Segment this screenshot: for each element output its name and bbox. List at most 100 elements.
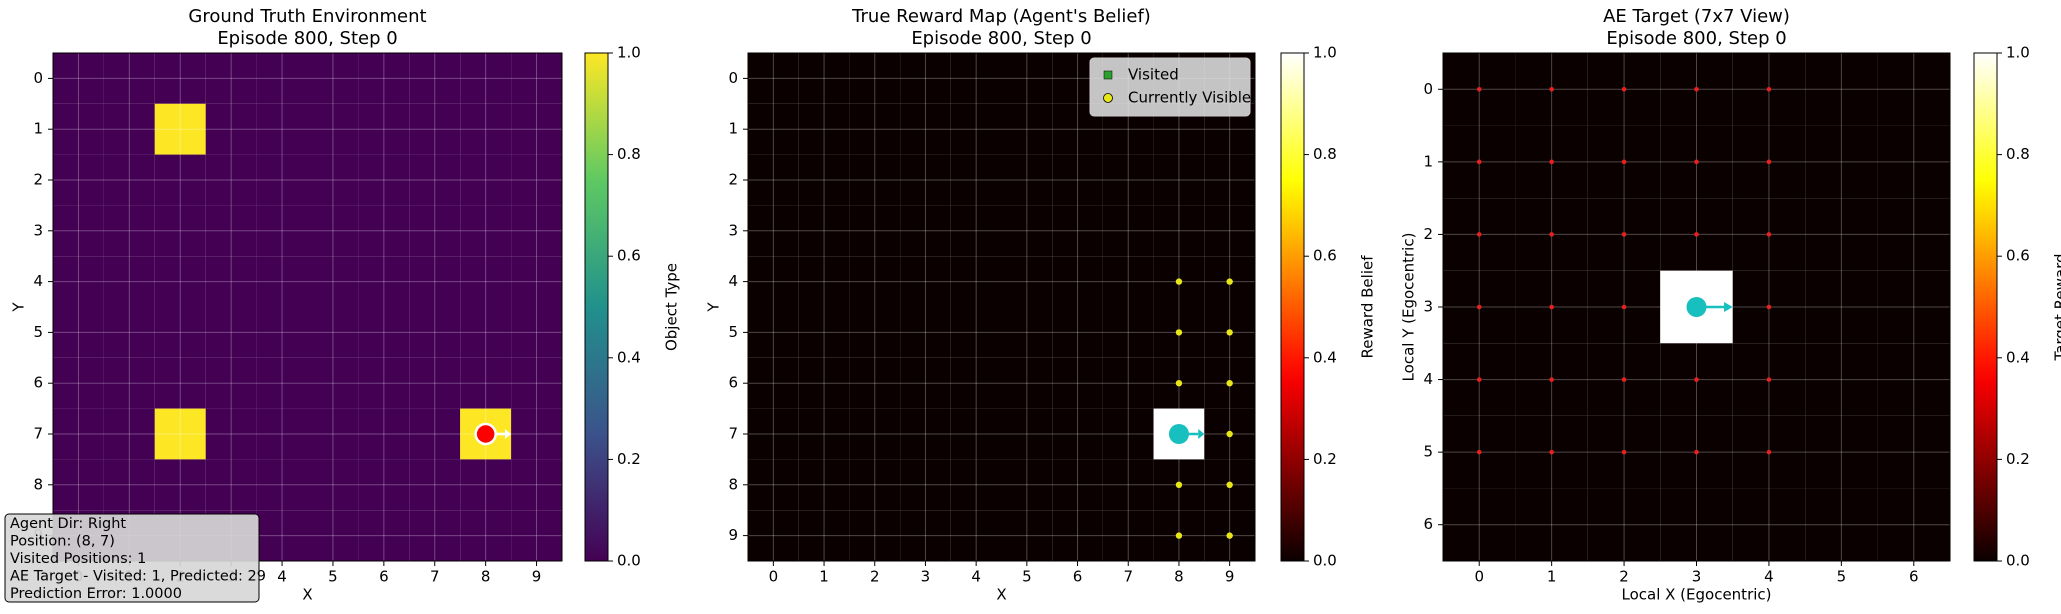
info-line: Prediction Error: 1.0000 <box>10 586 182 602</box>
heatmap-cell <box>154 205 206 257</box>
heatmap-cell <box>950 510 1002 561</box>
heatmap-cell <box>256 154 308 206</box>
heatmap-cell <box>1052 357 1103 409</box>
heatmap-cell <box>103 459 155 511</box>
heatmap-cell <box>849 459 901 511</box>
heatmap-cell <box>154 459 206 511</box>
heatmap-cell <box>409 357 461 409</box>
heatmap-cell <box>307 459 359 511</box>
heatmap-cell <box>409 307 461 358</box>
heatmap-cell <box>900 154 951 206</box>
heatmap-cell <box>1052 256 1103 307</box>
heatmap-cell <box>1805 125 1878 199</box>
y-tick-label: 5 <box>1423 443 1433 461</box>
y-tick-label: 7 <box>33 425 43 443</box>
heatmap-cell <box>1052 307 1103 358</box>
overlay-point <box>1476 449 1482 455</box>
heatmap-cell <box>205 357 257 409</box>
legend-label: Currently Visible <box>1128 89 1251 107</box>
info-line: Visited Positions: 1 <box>10 551 146 567</box>
overlay-point <box>1766 159 1772 165</box>
heatmap-cell <box>798 103 850 155</box>
overlay-point <box>1621 304 1627 310</box>
heatmap-cell <box>409 205 461 257</box>
y-tick-label: 1 <box>33 120 43 138</box>
heatmap-cell <box>748 510 799 561</box>
overlay-point <box>1766 377 1772 382</box>
colorbar-label: Reward Belief <box>1359 255 1377 359</box>
heatmap-cell <box>256 53 308 104</box>
overlay-point <box>1549 449 1554 455</box>
heatmap-cell <box>1204 205 1255 257</box>
heatmap-cell <box>1001 357 1053 409</box>
heatmap-cell <box>1877 53 1950 126</box>
heatmap-cell <box>103 205 155 257</box>
heatmap-cell <box>900 357 951 409</box>
x-tick-label: 3 <box>1692 568 1702 586</box>
heatmap-cell <box>950 256 1002 307</box>
heatmap-cell <box>1805 198 1878 271</box>
heatmap-cell <box>256 459 308 511</box>
heatmap-cell <box>1877 270 1950 344</box>
overlay-point <box>1621 159 1627 165</box>
heatmap-cell <box>1660 488 1733 561</box>
heatmap-cell <box>409 256 461 307</box>
heatmap-cell <box>460 154 512 206</box>
y-tick-label: 3 <box>33 221 43 239</box>
colorbar-tick-label: 1.0 <box>2006 44 2030 62</box>
heatmap-cell <box>53 103 104 155</box>
colorbar-tick-label: 0.0 <box>2006 552 2030 570</box>
x-tick-label: 9 <box>532 568 542 586</box>
y-axis-label: Y <box>10 302 28 313</box>
heatmap-cell <box>460 459 512 511</box>
colorbar-tick-label: 0.2 <box>2006 450 2030 468</box>
y-tick-label: 8 <box>728 475 738 493</box>
x-tick-label: 3 <box>921 568 931 586</box>
overlay-point <box>1476 304 1482 310</box>
overlay-point <box>1694 377 1699 382</box>
overlay-point <box>1549 304 1554 310</box>
overlay-point <box>1175 329 1183 336</box>
heatmap-cell <box>1204 154 1255 206</box>
heatmap-cell <box>849 408 901 460</box>
heatmap-cell <box>798 459 850 511</box>
overlay-point <box>1175 380 1183 387</box>
heatmap-cell <box>1102 154 1154 206</box>
chart-title: Ground Truth Environment <box>188 6 426 27</box>
y-tick-label: 7 <box>728 425 738 443</box>
heatmap-cell <box>154 357 206 409</box>
heatmap-cell <box>748 103 799 155</box>
overlay-point <box>1621 377 1627 382</box>
heatmap-cell <box>798 205 850 257</box>
colorbar-tick-label: 0.8 <box>617 145 641 163</box>
heatmap-cell <box>53 357 104 409</box>
colorbar-tick-label: 1.0 <box>1313 44 1337 62</box>
overlay-point <box>1226 481 1233 488</box>
heatmap-cell <box>900 459 951 511</box>
y-tick-label: 6 <box>728 374 738 392</box>
heatmap-cell <box>103 154 155 206</box>
x-tick-label: 9 <box>1225 568 1235 586</box>
agent-marker <box>474 422 497 446</box>
colorbar-tick-label: 0.8 <box>1313 145 1337 163</box>
y-tick-label: 4 <box>33 272 43 290</box>
x-tick-label: 5 <box>1837 568 1847 586</box>
plot-frame <box>52 52 563 562</box>
heatmap-cell <box>53 53 104 104</box>
heatmap-cell <box>1153 154 1205 206</box>
heatmap-cell <box>748 53 799 104</box>
heatmap-cell <box>950 103 1002 155</box>
y-tick-label: 4 <box>728 272 738 290</box>
heatmap-cell <box>1102 357 1154 409</box>
heatmap-cell <box>1587 488 1661 561</box>
heatmap-cell <box>900 256 951 307</box>
overlay-point <box>1226 430 1233 438</box>
colorbar-tick-label: 0.2 <box>617 450 641 468</box>
heatmap-cell <box>307 154 359 206</box>
colorbar-tick-label: 0.6 <box>1313 247 1337 265</box>
colorbar-tick-label: 1.0 <box>617 44 641 62</box>
y-tick-label: 0 <box>728 69 738 87</box>
heatmap-cell <box>154 256 206 307</box>
overlay-point <box>1694 232 1699 237</box>
overlay-point <box>1226 329 1233 336</box>
